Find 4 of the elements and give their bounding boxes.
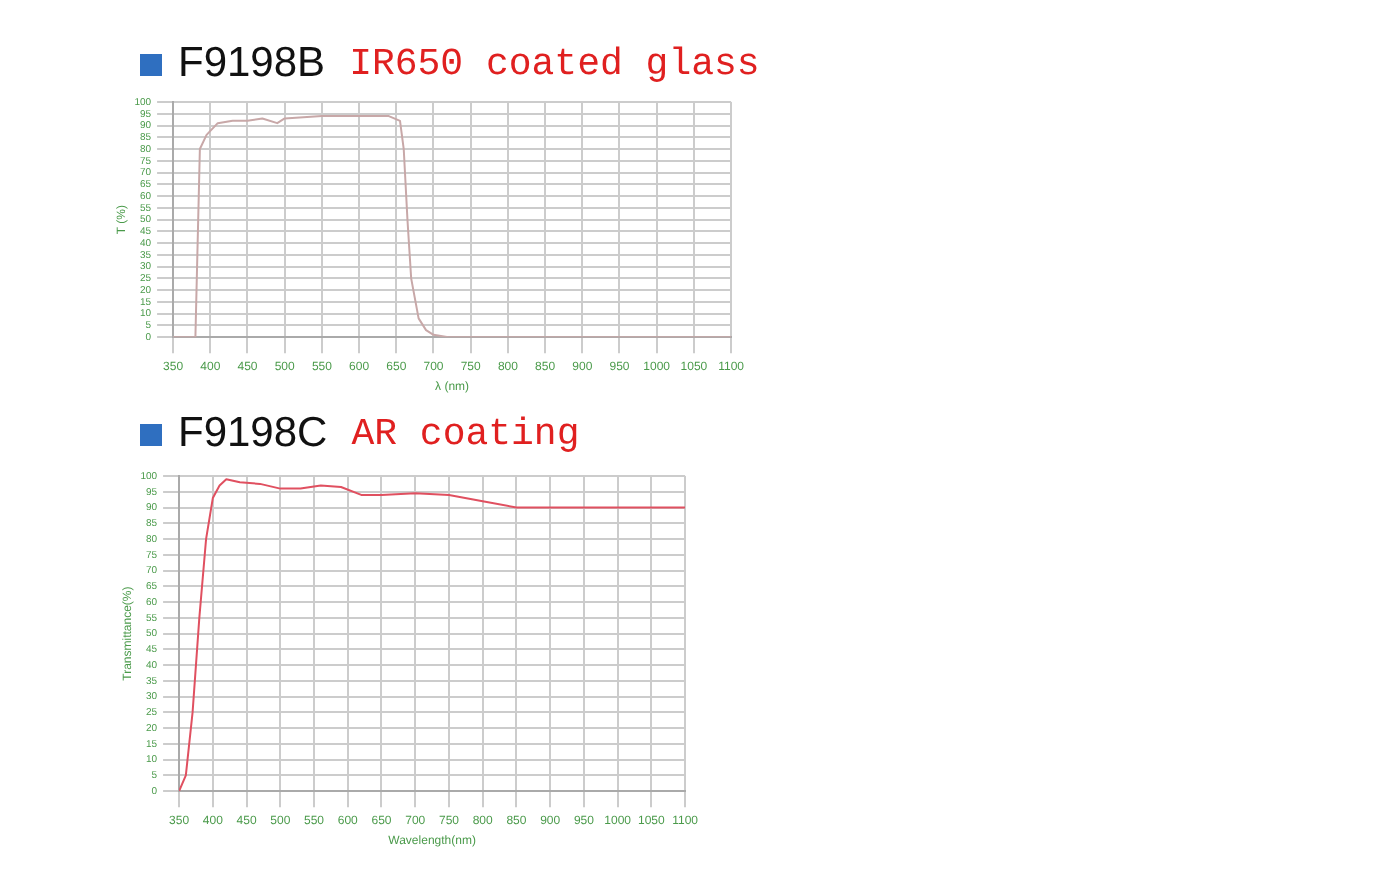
chart-subtitle: IR650 coated glass [349, 42, 760, 86]
chart-title: F9198C [178, 410, 328, 458]
chart-title: F9198B [178, 40, 326, 88]
chart-subtitle: AR coating [351, 412, 580, 456]
